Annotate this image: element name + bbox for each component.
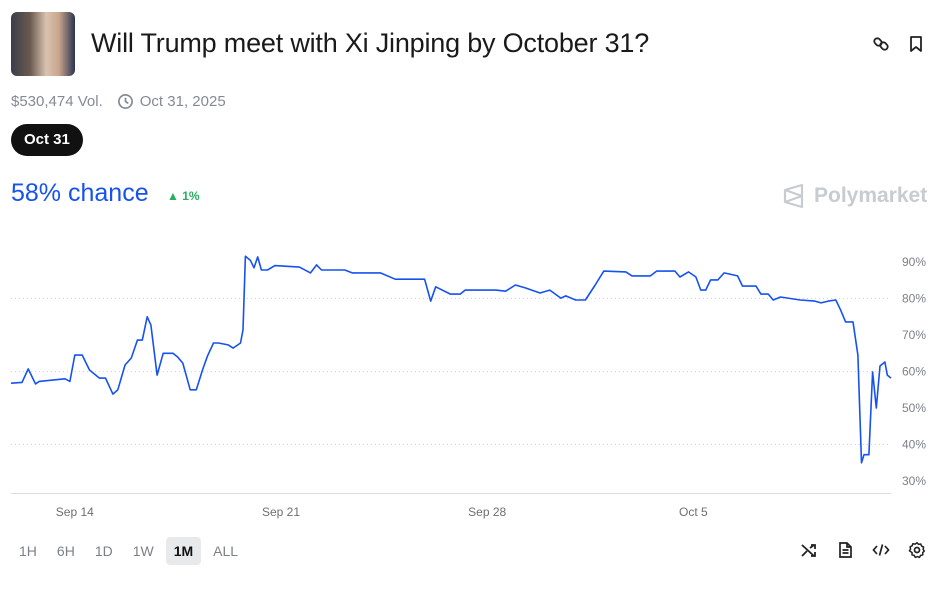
y-tick-label: 60% [902,365,926,379]
x-tick-label: Sep 28 [468,505,506,519]
y-tick-label: 70% [902,328,926,342]
market-title: Will Trump meet with Xi Jinping by Octob… [91,28,650,58]
volume: $530,474 Vol. [11,93,103,110]
end-date: Oct 31, 2025 [139,93,226,110]
market-meta: $530,474 Vol. Oct 31, 2025 [11,93,226,110]
y-tick-label: 90% [902,255,926,269]
y-tick-label: 50% [902,401,926,415]
y-tick-label: 30% [902,474,926,488]
change-indicator: ▲ 1% [167,189,200,203]
chance-value: 58% chance [11,179,149,207]
date-pill[interactable]: Oct 31 [11,124,83,156]
y-tick-label: 80% [902,292,926,306]
document-icon[interactable] [836,541,854,559]
bookmark-icon[interactable] [906,34,926,54]
link-icon[interactable] [871,34,891,54]
brand-name: Polymarket [814,184,928,207]
x-tick-label: Sep 21 [262,505,300,519]
range-1m[interactable]: 1M [165,537,202,565]
settings-icon[interactable] [908,541,926,559]
change-value: 1% [182,189,200,203]
polymarket-logo-icon [783,183,804,209]
market-thumbnail [11,12,75,76]
range-1h[interactable]: 1H [19,543,37,559]
range-1d[interactable]: 1D [94,543,113,559]
clock-icon [117,94,133,109]
x-tick-label: Sep 14 [56,505,94,519]
y-tick-label: 40% [902,438,926,452]
range-6h[interactable]: 6H [56,543,75,559]
range-selector: 1H 6H 1D 1W 1M ALL [11,537,246,565]
range-1w[interactable]: 1W [132,543,154,559]
shuffle-icon[interactable] [800,541,818,559]
brand-watermark: Polymarket [782,183,927,209]
price-line [10,255,892,464]
range-all[interactable]: ALL [213,543,239,559]
code-icon[interactable] [872,541,890,559]
x-tick-label: Oct 5 [679,505,708,519]
triangle-up-icon: ▲ [167,189,179,203]
